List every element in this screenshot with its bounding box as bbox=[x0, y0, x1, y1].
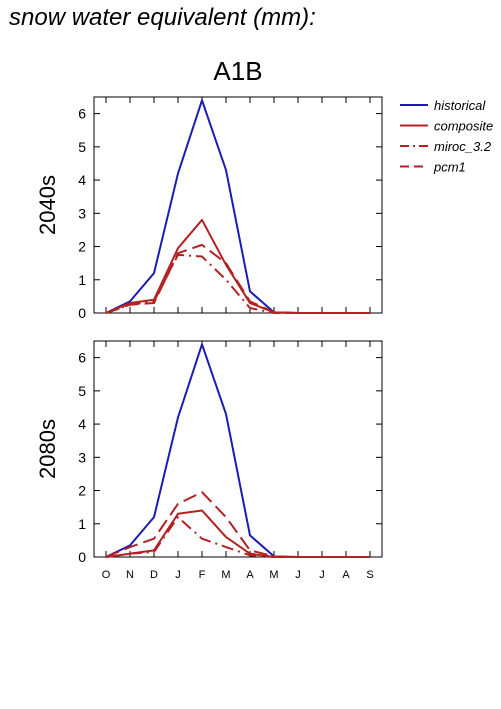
plot-frame-2 bbox=[93, 340, 383, 558]
legend-label: historical bbox=[434, 98, 486, 113]
series-line-pcm1 bbox=[105, 491, 370, 558]
x-tick-label: F bbox=[199, 569, 206, 581]
x-tick-label: J bbox=[319, 569, 325, 581]
x-tick-label: A bbox=[342, 569, 350, 581]
x-tick-label: M bbox=[269, 569, 278, 581]
y-tick-label: 0 bbox=[78, 549, 86, 565]
legend-label: miroc_3.2 bbox=[434, 139, 492, 154]
y-tick-label: 5 bbox=[78, 139, 86, 155]
y-tick-label: 1 bbox=[78, 272, 86, 288]
y-axis-label-1: 2040s bbox=[35, 175, 60, 235]
legend-label: composite bbox=[434, 119, 493, 134]
series-line-pcm1 bbox=[105, 243, 370, 314]
scenario-title: A1B bbox=[213, 56, 263, 86]
x-tick-label: N bbox=[126, 569, 134, 581]
y-tick-label: 3 bbox=[78, 205, 86, 221]
y-tick-label: 2 bbox=[78, 239, 86, 255]
y-tick-label: 4 bbox=[78, 416, 86, 432]
series-line-historical bbox=[105, 343, 370, 558]
y-tick-label: 0 bbox=[78, 305, 86, 321]
plot-frame-1 bbox=[93, 96, 383, 314]
y-tick-label: 2 bbox=[78, 483, 86, 499]
figure-title: snow water equivalent (mm): bbox=[9, 4, 316, 31]
series-line-composite bbox=[105, 509, 370, 558]
legend-label: pcm1 bbox=[433, 160, 466, 175]
x-tick-label: M bbox=[221, 569, 230, 581]
y-tick-label: 1 bbox=[78, 516, 86, 532]
y-tick-label: 6 bbox=[78, 106, 86, 122]
y-tick-label: 3 bbox=[78, 449, 86, 465]
x-tick-label: J bbox=[175, 569, 181, 581]
y-tick-label: 4 bbox=[78, 172, 86, 188]
y-tick-label: 5 bbox=[78, 383, 86, 399]
x-tick-label: D bbox=[150, 569, 158, 581]
x-tick-label: J bbox=[295, 569, 301, 581]
x-tick-label: O bbox=[102, 569, 111, 581]
y-axis-label-2: 2080s bbox=[35, 419, 60, 479]
x-tick-label: S bbox=[366, 569, 373, 581]
x-tick-label: A bbox=[246, 569, 254, 581]
y-tick-label: 6 bbox=[78, 350, 86, 366]
